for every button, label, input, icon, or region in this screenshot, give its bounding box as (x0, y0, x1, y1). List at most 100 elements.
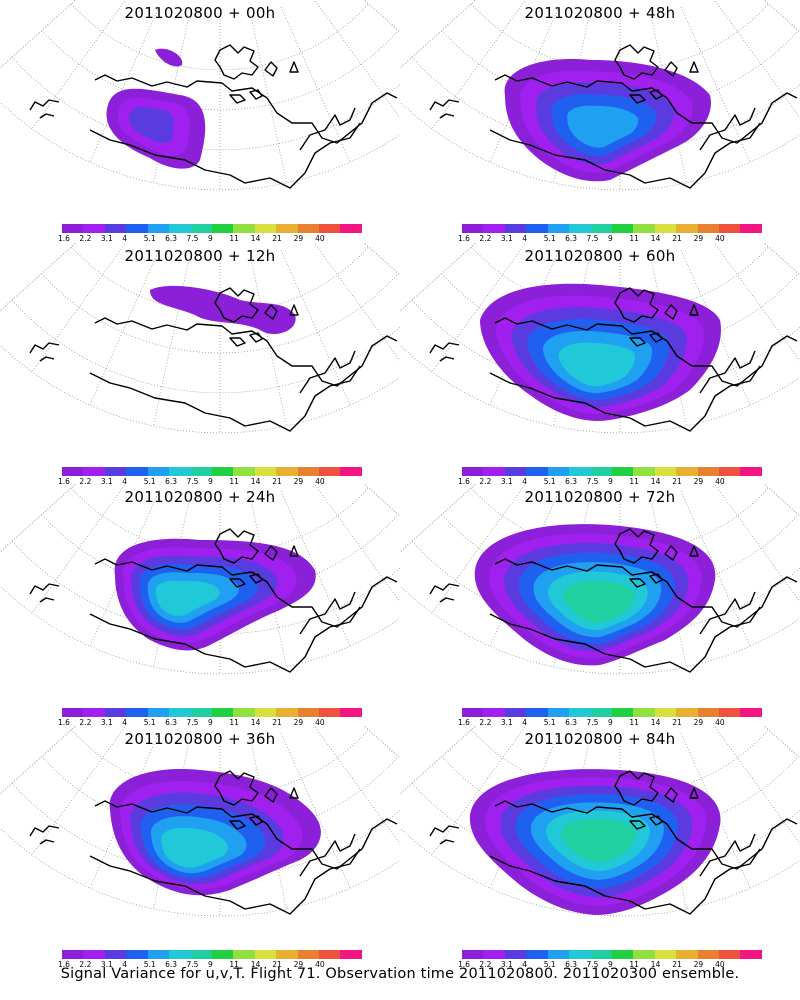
variance-contour (558, 342, 635, 387)
colorbar-tick-label: 14 (250, 477, 261, 486)
colorbar-tick-label: 11 (629, 234, 639, 243)
map-plot (0, 726, 400, 917)
colorbar-swatch (169, 950, 191, 959)
longitude-line (763, 243, 800, 276)
longitude-line (680, 490, 751, 647)
colorbar-swatch (190, 950, 212, 959)
colorbar-tick-label: 7.5 (186, 477, 199, 486)
colorbar-tick-label: 3.1 (100, 718, 113, 727)
colorbar-swatch (276, 224, 298, 233)
longitude-line (431, 243, 527, 373)
colorbar-swatch (483, 224, 505, 233)
colorbar-tick-label: 4 (522, 718, 528, 727)
colorbar-tick-label: 3.1 (100, 960, 113, 969)
colorbar-swatch (654, 224, 677, 233)
colorbar-tick-label: 21 (272, 960, 282, 969)
longitude-line (0, 243, 77, 312)
panel-title: 2011020800 + 60h (524, 247, 676, 265)
coastline (429, 528, 798, 673)
colorbar-swatch (126, 950, 148, 959)
colorbar-swatch (276, 950, 298, 959)
colorbar-swatch (633, 950, 655, 959)
latitude-line (0, 344, 400, 434)
colorbar-swatch (190, 224, 212, 233)
longitude-line (280, 6, 351, 163)
variance-field (504, 59, 711, 182)
variance-field (114, 538, 316, 651)
colorbar-swatch (697, 224, 720, 233)
colorbar-swatches (462, 467, 762, 476)
longitude-line (713, 243, 800, 362)
map-panel: 2011020800 + 12h 1.6 2.2 3.1 4 5.1 6.3 7.5 9 11 14… (0, 243, 400, 488)
colorbar-tick-label: 1.6 (458, 960, 470, 969)
colorbar-swatch (211, 224, 234, 233)
colorbar-swatch (233, 224, 255, 233)
colorbar-swatches (462, 950, 762, 959)
panel-title: 2011020800 + 72h (524, 488, 676, 506)
colorbar-tick-label: 9 (207, 234, 213, 243)
colorbar-tick-label: 6.3 (165, 718, 178, 727)
coastline (429, 44, 798, 189)
longitude-line (363, 243, 400, 276)
colorbar-swatch (462, 708, 484, 717)
colorbar-swatch (483, 708, 505, 717)
colorbar-tick-label: 2.2 (79, 234, 92, 243)
colorbar-tick-label: 29 (693, 718, 704, 727)
colorbar-swatch (169, 467, 191, 476)
colorbar-swatch (547, 467, 570, 476)
colorbar-tick-label: 4 (522, 477, 528, 486)
colorbar-tick-label: 3.1 (500, 718, 513, 727)
latitude-line (471, 487, 769, 555)
map-panel: 2011020800 + 84h 1.6 2.2 3.1 4 5.1 6.3 7.5 9 11 14… (400, 726, 800, 971)
longitude-line (313, 726, 400, 845)
colorbar: 1.6 2.2 3.1 4 5.1 6.3 7.5 9 11 14 21 29 40 (458, 224, 762, 248)
colorbar-swatch (62, 467, 84, 476)
latitude-line (71, 3, 369, 71)
colorbar-tick-label: 7.5 (186, 718, 199, 727)
coastline (429, 287, 798, 432)
colorbar-tick-label: 4 (122, 477, 128, 486)
colorbar-labels: 1.6 2.2 3.1 4 5.1 6.3 7.5 9 11 14 21 29 40 (58, 718, 362, 727)
colorbar-tick-label: 1.6 (58, 718, 70, 727)
colorbar-tick-label: 21 (272, 718, 282, 727)
colorbar-tick-label: 40 (715, 718, 725, 727)
graticule (0, 243, 400, 434)
colorbar-tick-label: 14 (250, 718, 261, 727)
colorbar-swatch (633, 224, 655, 233)
longitude-line (363, 0, 400, 33)
colorbar-swatch (719, 467, 741, 476)
colorbar-swatch (590, 708, 612, 717)
colorbar-swatch (340, 224, 362, 233)
colorbar-tick-label: 9 (607, 477, 613, 486)
colorbar-swatch (147, 708, 170, 717)
longitude-line (280, 732, 351, 889)
colorbar-tick-label: 9 (607, 234, 613, 243)
colorbar-swatch (190, 467, 212, 476)
colorbar-tick-label: 21 (672, 960, 682, 969)
variance-contour (155, 580, 220, 616)
map-panel: 2011020800 + 00h 1.6 2.2 3.1 4 5.1 6.3 7.5 9 11 14… (0, 0, 400, 245)
colorbar-tick-label: 5.1 (543, 234, 556, 243)
colorbar-tick-label: 40 (715, 477, 725, 486)
colorbar-swatch (526, 950, 548, 959)
colorbar-tick-label: 9 (207, 718, 213, 727)
longitude-line (680, 6, 751, 163)
colorbar-swatch (611, 467, 634, 476)
colorbar-tick-label: 29 (693, 477, 704, 486)
colorbar-tick-label: 11 (629, 718, 639, 727)
colorbar-swatch (719, 224, 741, 233)
colorbar-swatch (697, 950, 720, 959)
variance-field (469, 769, 721, 915)
colorbar-tick-label: 7.5 (586, 234, 599, 243)
colorbar-tick-label: 5.1 (143, 718, 156, 727)
map-panel: 2011020800 + 36h 1.6 2.2 3.1 4 5.1 6.3 7.5 9 11 14… (0, 726, 400, 971)
variance-contour (567, 105, 639, 148)
colorbar-swatch (676, 950, 698, 959)
map-plot (400, 484, 800, 675)
variance-field (150, 285, 296, 335)
colorbar-swatch (633, 467, 655, 476)
longitude-line (363, 484, 400, 517)
colorbar-tick-label: 2.2 (479, 477, 492, 486)
longitude-line (763, 0, 800, 33)
panel-title: 2011020800 + 36h (124, 730, 276, 748)
